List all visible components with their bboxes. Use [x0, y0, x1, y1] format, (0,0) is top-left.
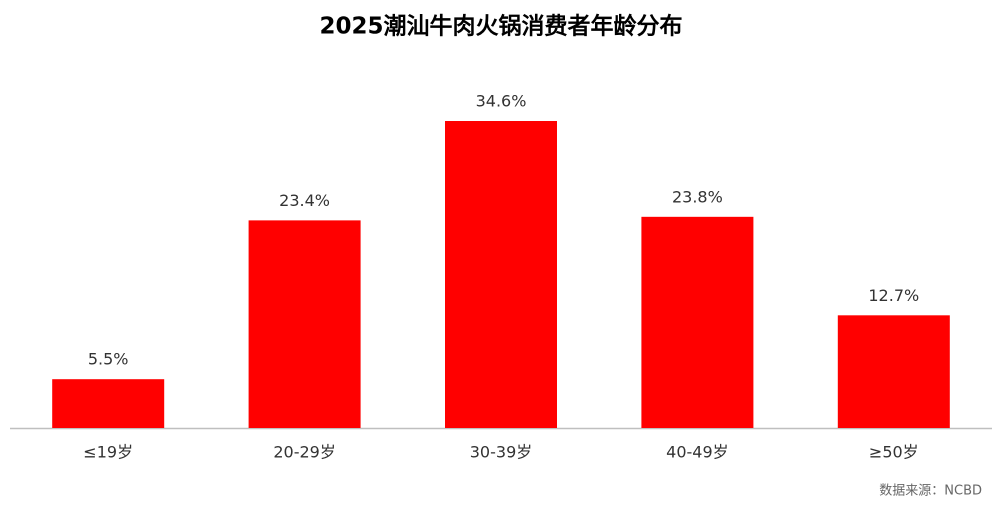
value-label: 12.7%: [868, 286, 919, 305]
value-label: 34.6%: [476, 92, 527, 111]
value-label: 23.8%: [672, 187, 723, 206]
x-tick-label: ≤19岁: [83, 443, 133, 462]
source-note: 数据来源：NCBD: [879, 484, 982, 499]
value-label: 5.5%: [88, 350, 129, 369]
chart-title: 2025潮汕牛肉火锅消费者年龄分布: [319, 13, 682, 40]
x-tick-label: 20-29岁: [273, 443, 336, 462]
bar: [445, 121, 557, 428]
bar: [641, 216, 754, 428]
x-tick-label: 40-49岁: [666, 443, 729, 462]
bar: [248, 220, 361, 428]
x-tick-label: ≥50岁: [869, 443, 919, 462]
bar: [52, 379, 165, 428]
bar: [837, 315, 950, 428]
x-tick-label: 30-39岁: [470, 443, 533, 462]
value-label: 23.4%: [279, 191, 330, 210]
